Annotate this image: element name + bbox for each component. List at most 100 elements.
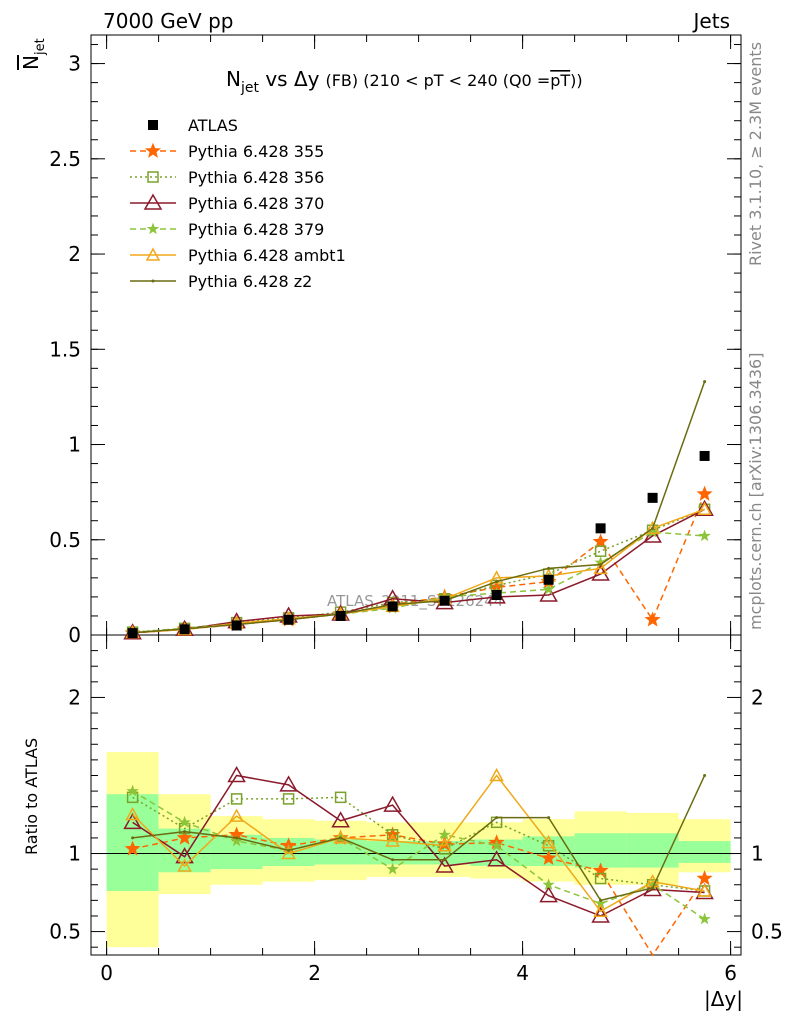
band-inner [678,841,731,863]
ratio-series-point [594,872,607,885]
ytick-top-label: 3 [68,52,81,76]
ratio-series-point [540,849,557,866]
atlas-data-point [595,523,606,534]
top-series-point [651,526,655,530]
ratio-series-point [541,835,556,849]
ratio-series-point [175,847,194,864]
top-series-point [644,611,661,627]
ytick-top-label: 0.5 [49,528,81,552]
top-series-point [599,563,603,567]
ratio-series-point [235,836,239,840]
ratio-series-line [132,834,706,957]
xtick-label: 4 [516,961,529,985]
ylabel-bottom: Ratio to ATLAS [22,738,41,855]
ratio-series-point [282,793,295,805]
ratio-series-point [438,828,451,841]
atlas-data-point [387,601,398,612]
ytick-top-label: 1 [68,433,81,457]
band-inner [626,833,679,868]
ratio-series-point [651,886,655,890]
xtick-label: 0 [100,961,113,985]
ratio-series-point [230,793,243,805]
ratio-series-point [547,816,551,820]
ratio-series-point [227,765,246,783]
ratio-series-line [132,796,705,892]
xtick-label: 2 [308,961,321,985]
atlas-data-point [283,614,294,625]
atlas-data-point [335,610,346,621]
ratio-series-point [386,862,399,875]
ylabel-top-main: N [19,55,43,70]
ratio-series-point [334,791,347,804]
ratio-series-point [178,815,191,828]
ratio-series-point [489,767,504,782]
ratio-series-point [593,903,608,918]
ratio-series-point [125,806,140,821]
ratio-series-point [490,839,503,852]
ratio-series-point [123,812,142,830]
bottom-plot-frame [90,634,742,956]
top-series-point [698,529,711,542]
ratio-series-point [331,811,350,828]
ytick-bottom-label: 0.5 [49,920,81,944]
ratio-series-point [386,829,399,841]
ratio-series-point [443,858,447,862]
legend-label: Pythia 6.428 z2 [188,272,312,291]
title-main: N [226,67,241,91]
ratio-series-line [132,775,706,902]
ratio-series-point [124,840,141,856]
legend-label: Pythia 6.428 355 [188,142,324,161]
ratio-series-point [383,795,402,812]
ratio-series-point [495,816,499,820]
ratio-series-point [279,775,298,792]
ratio-series-point [391,858,395,862]
legend-label: Pythia 6.428 370 [188,194,324,213]
ylabel-top-sub: jet [33,38,48,56]
xtick-label: 6 [724,961,737,985]
title-close: )) [570,71,582,90]
ratio-series-point [281,845,296,860]
atlas-data-point [699,450,710,461]
ratio-series-point [591,906,610,923]
ratio-series-point [437,838,452,852]
ratio-series-point [599,898,603,902]
top-series-line [132,531,705,634]
side-text-rivet: Rivet 3.1.10, ≥ 2.3M events [746,42,765,266]
ratio-series-line [132,790,706,920]
ratio-series-point [287,848,291,852]
ratio-series-point [385,833,400,847]
top-series-point [695,499,714,517]
ratio-series-line [132,774,705,917]
top-series-point [542,582,555,595]
ratio-series-point [697,883,712,897]
legend-marker [145,247,161,261]
ratio-series-point [487,850,506,867]
legend-label: Pythia 6.428 ambt1 [188,246,346,265]
legend-marker [144,142,162,158]
side-text-mcplots: mcplots.cern.ch [arXiv:1306.3436] [746,353,765,630]
header-left: 7000 GeV pp [103,9,234,33]
chart-title: Njet vs Δy (FB) (210 < pT < 240 (Q0 =pT)) [226,67,583,96]
ytick-bottom-label: 2 [68,685,81,709]
ratio-series-point [229,808,244,822]
atlas-data-point [647,492,658,503]
atlas-data-point [231,620,242,631]
ytick-top-label: 2.5 [49,147,81,171]
ytick-bottom-label-right: 2 [751,685,764,709]
legend-marker [146,222,160,235]
atlas-data-point [491,590,502,600]
ratio-series-line [132,774,705,913]
ratio-series-point [333,830,348,844]
legend-marker-atlas [148,120,158,130]
legend-label: Pythia 6.428 356 [188,168,324,187]
ratio-series-point [539,886,558,903]
legend-label: ATLAS [188,116,238,135]
top-series-point [703,380,707,384]
ratio-series-point [177,858,192,872]
ratio-series-point [339,836,343,840]
band-inner [574,833,627,868]
top-series-point [547,566,551,570]
atlas-data-point [439,595,450,606]
legend-marker [143,193,163,210]
